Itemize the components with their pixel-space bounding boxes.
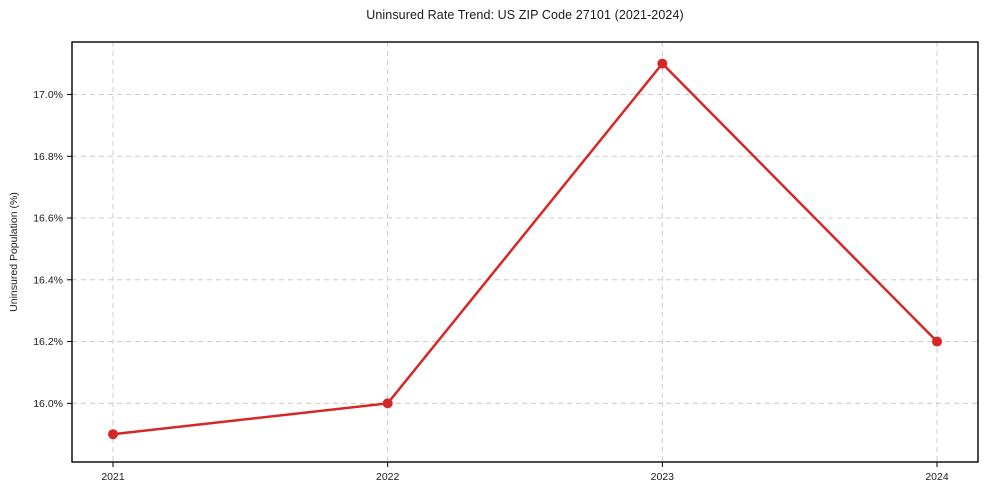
y-tick-label: 17.0% <box>33 89 63 101</box>
y-tick-label: 16.0% <box>33 398 63 410</box>
y-tick-label: 16.4% <box>33 274 63 286</box>
x-tick-label: 2024 <box>925 471 949 483</box>
data-point <box>108 429 118 440</box>
data-point <box>657 58 668 69</box>
x-tick-label: 2022 <box>376 471 400 483</box>
chart-title: Uninsured Rate Trend: US ZIP Code 27101 … <box>366 8 684 22</box>
y-tick-label: 16.6% <box>33 213 63 225</box>
trend-line <box>111 62 939 436</box>
data-point <box>382 398 393 409</box>
y-tick-label: 16.8% <box>33 151 63 163</box>
x-tick-label: 2021 <box>101 471 125 483</box>
data-point <box>932 336 942 347</box>
y-tick-label: 16.2% <box>33 336 63 348</box>
axes-spines <box>71 41 979 463</box>
x-tick-label: 2023 <box>651 471 675 483</box>
y-axis-label: Uninsured Population (%) <box>8 192 20 312</box>
